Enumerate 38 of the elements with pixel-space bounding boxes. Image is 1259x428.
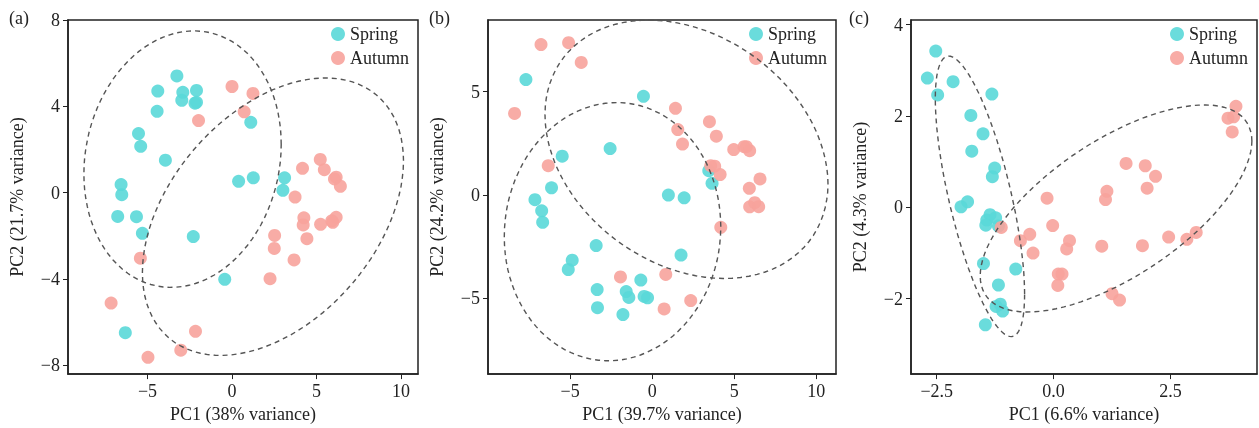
y-tick-label: 4	[894, 14, 903, 35]
chart-title: (c)	[849, 8, 869, 29]
y-tick-label: 2	[894, 105, 903, 126]
x-axis-title: PC1 (6.6% variance)	[1008, 404, 1160, 425]
legend-label: Spring	[768, 24, 817, 44]
x-tick-label: 2.5	[1159, 381, 1182, 402]
y-axis-title: PC2 (21.7% variance)	[7, 117, 28, 277]
chart-title: (a)	[9, 8, 29, 29]
x-tick-label: 0.0	[1042, 381, 1065, 402]
y-tick-label: −8	[40, 355, 60, 376]
x-tick-label: 10	[392, 381, 411, 402]
x-tick-label: 0	[647, 381, 657, 402]
y-axis-title: PC2 (24.2% variance)	[427, 117, 448, 277]
y-tick-label: −4	[40, 269, 60, 290]
legend-label: Spring	[1189, 24, 1238, 44]
y-tick-label: −5	[460, 288, 480, 309]
x-tick-label: 10	[807, 381, 826, 402]
legend-label: Autumn	[1189, 48, 1249, 68]
y-tick-label: −2	[883, 288, 903, 309]
y-tick-label: 0	[894, 197, 903, 218]
y-tick-label: 0	[471, 185, 480, 206]
x-axis-title: PC1 (39.7% variance)	[582, 404, 742, 425]
y-tick-label: 5	[471, 81, 480, 102]
x-tick-label: −5	[560, 381, 580, 402]
legend-label: Autumn	[768, 48, 828, 68]
x-tick-label: −5	[137, 381, 158, 402]
x-tick-label: 0	[227, 381, 237, 402]
x-tick-label: 5	[312, 381, 322, 402]
chart-title: (b)	[429, 8, 450, 29]
y-tick-label: 4	[51, 96, 60, 117]
y-tick-label: 0	[51, 182, 60, 203]
legend-label: Autumn	[350, 48, 410, 68]
x-axis-title: PC1 (38% variance)	[170, 404, 316, 425]
x-tick-label: 5	[729, 381, 739, 402]
legend-label: Spring	[350, 24, 399, 44]
x-tick-label: −2.5	[920, 381, 954, 402]
y-tick-label: 8	[51, 10, 60, 30]
y-axis-title: PC2 (4.3% variance)	[850, 121, 871, 273]
